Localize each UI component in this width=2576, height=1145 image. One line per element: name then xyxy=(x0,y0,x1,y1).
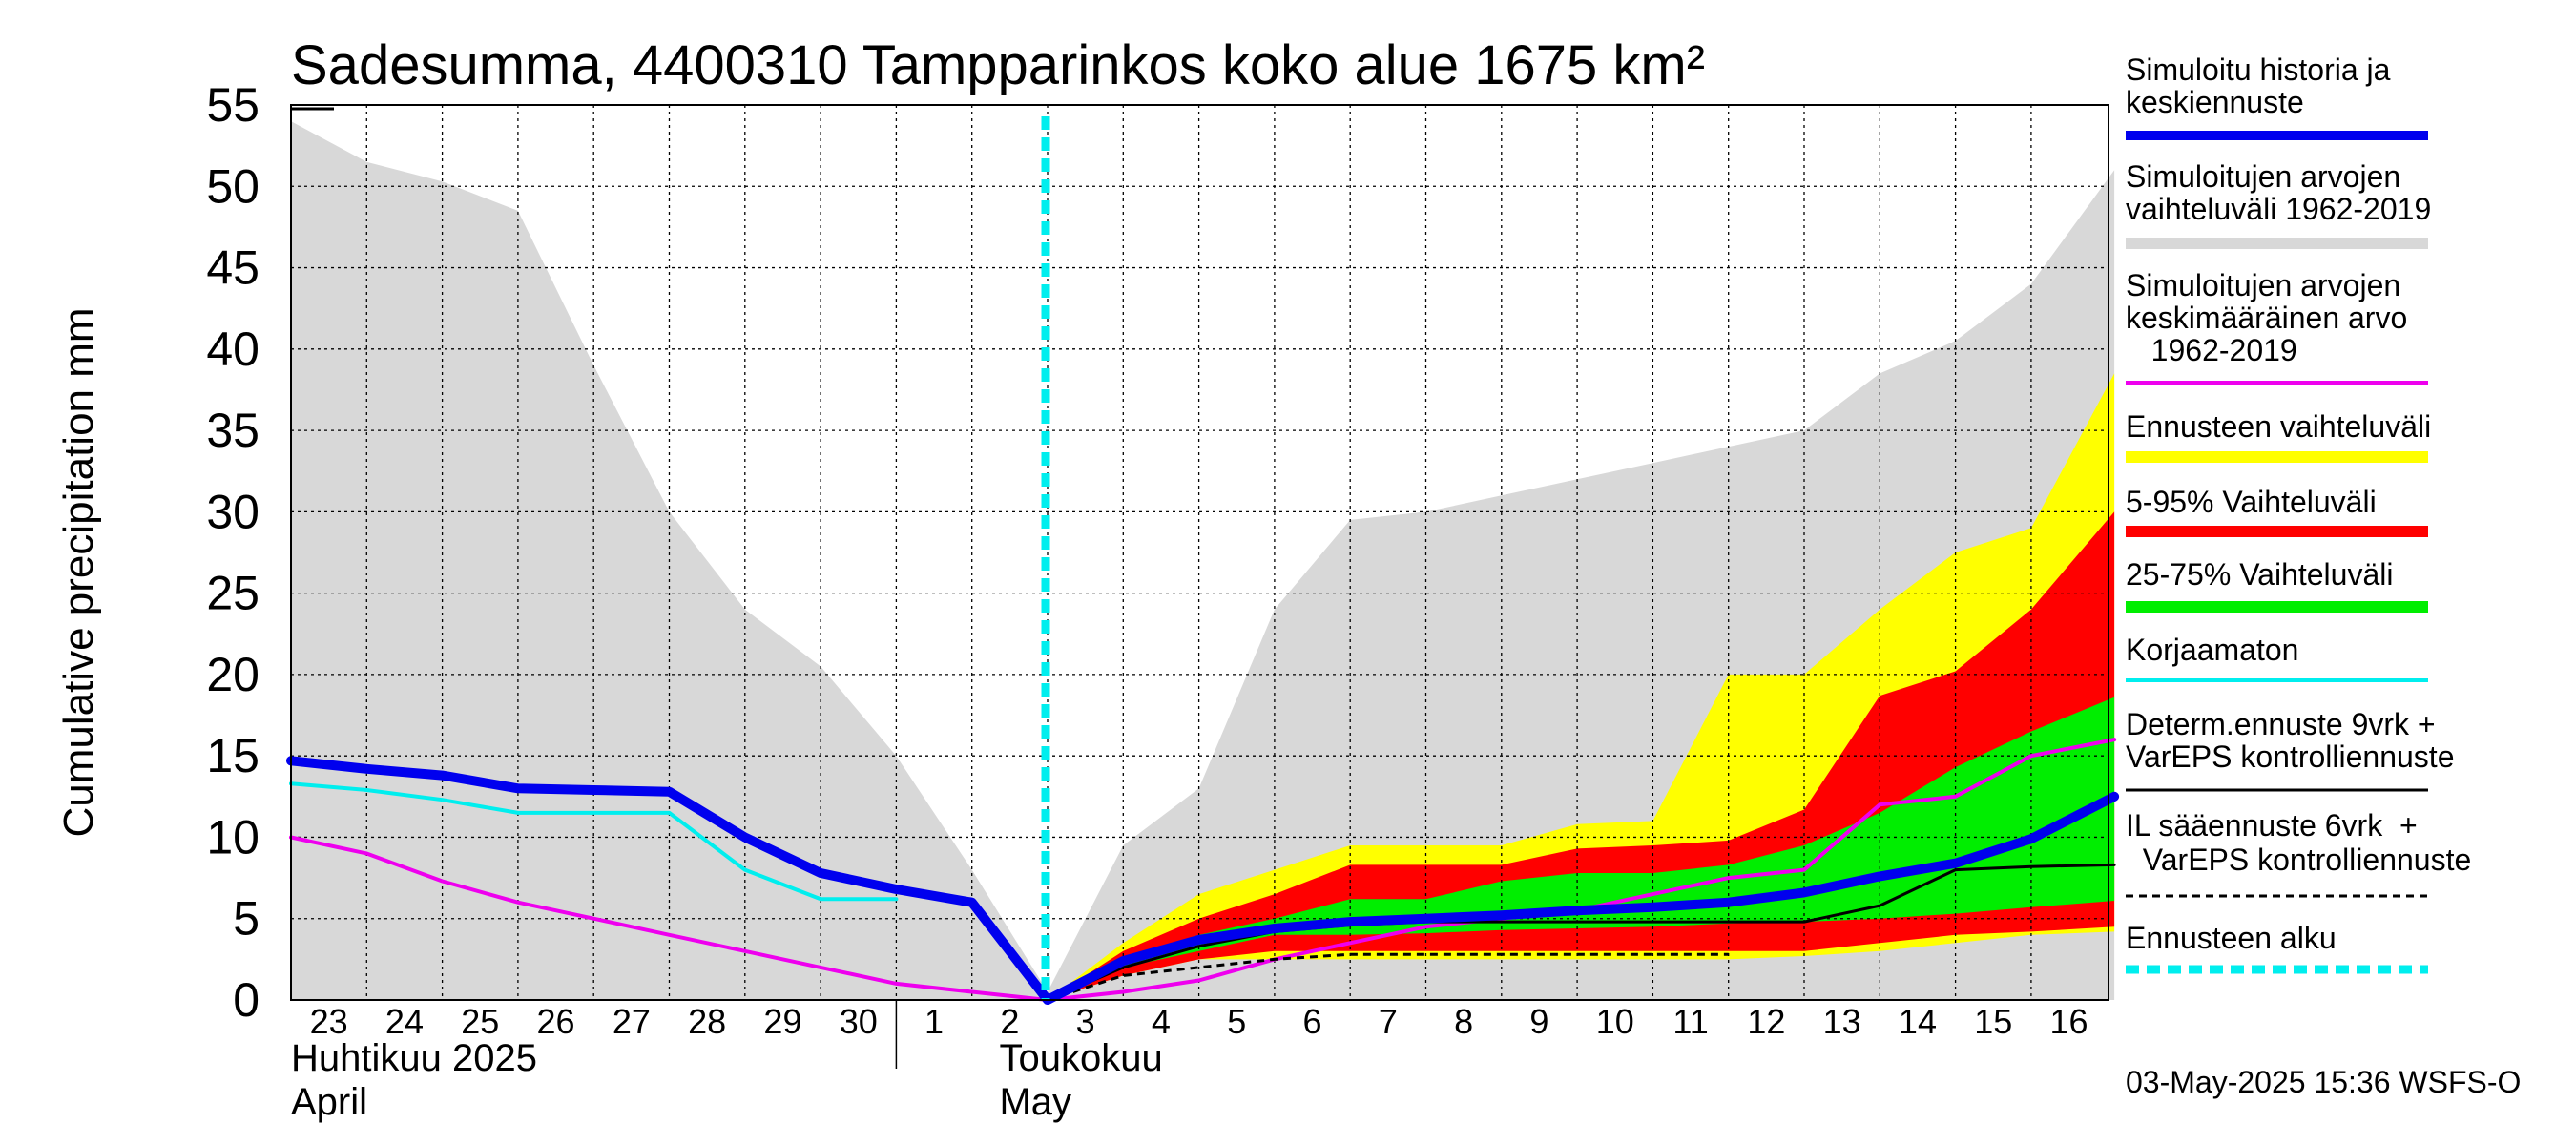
series-line-determ-ennuste-9vrk-vareps-kontrolliennuste xyxy=(1046,863,2116,1002)
x-tick-labels: 23 24 25 26 27 28 29 30 1 2 3 4 5 6 7 8 9 10 11 12 13 14 15 16 xyxy=(310,1000,2088,1069)
x-tick-label: 26 xyxy=(537,1002,575,1041)
y-tick-label: 35 xyxy=(206,404,260,457)
x-tick-label: 8 xyxy=(1454,1002,1473,1041)
legend-label-p5-95: 5-95% Vaihteluväli xyxy=(2126,485,2377,519)
y-tick-label: 55 xyxy=(206,78,260,132)
x-tick-label: 16 xyxy=(2050,1002,2088,1041)
month-label-en: April xyxy=(291,1081,367,1123)
x-tick-label: 27 xyxy=(613,1002,651,1041)
legend-label-sim-range-2: vaihteluväli 1962-2019 xyxy=(2126,192,2431,226)
legend-label-il-2: VarEPS kontrolliennuste xyxy=(2126,843,2471,877)
x-tick-label: 4 xyxy=(1152,1002,1171,1041)
legend-label-p25-75: 25-75% Vaihteluväli xyxy=(2126,557,2393,592)
legend-label-sim-mean-3: 1962-2019 xyxy=(2126,333,2297,367)
y-tick-label: 25 xyxy=(206,567,260,620)
y-tick-label: 20 xyxy=(206,648,260,701)
chart-title: Sadesumma, 4400310 Tampparinkos koko alu… xyxy=(291,34,1705,96)
legend-label-sim-range-1: Simuloitujen arvojen xyxy=(2126,159,2400,194)
x-tick-label: 15 xyxy=(1974,1002,2012,1041)
series-line-simuloitujen-arvojen-keskim-r-inen-arvo-1962-2019 xyxy=(289,738,2117,1002)
x-tick-label: 14 xyxy=(1899,1002,1937,1041)
x-tick-label: 28 xyxy=(688,1002,726,1041)
plot-border xyxy=(290,104,2109,1001)
y-tick-label: 5 xyxy=(233,892,260,946)
x-tick-label: 5 xyxy=(1227,1002,1246,1041)
y-tick-label: 15 xyxy=(206,729,260,782)
y-tick-label: 30 xyxy=(206,485,260,538)
legend-label-sim-mean-2: keskimääräinen arvo xyxy=(2126,301,2407,335)
series-line-korjaamaton xyxy=(289,781,899,902)
x-tick-label: 30 xyxy=(840,1002,878,1041)
legend-label-fc-range: Ennusteen vaihteluväli xyxy=(2126,409,2431,444)
x-tick-label: 25 xyxy=(461,1002,499,1041)
x-tick-label: 6 xyxy=(1303,1002,1322,1041)
band-simuloitujen-arvojen-vaihteluv-li-1962-2019 xyxy=(291,121,2115,1001)
x-tick-label: 12 xyxy=(1747,1002,1785,1041)
legend-label-uncorrected: Korjaamaton xyxy=(2126,633,2298,667)
band-layer xyxy=(291,121,2115,1001)
month-label-fi: Huhtikuu 2025 xyxy=(291,1037,537,1079)
legend-label-determ-2: VarEPS kontrolliennuste xyxy=(2126,739,2454,774)
plot-frame xyxy=(290,104,2109,1001)
month-label-en: May xyxy=(999,1081,1071,1123)
x-tick-label: 23 xyxy=(310,1002,348,1041)
footer-timestamp: 03-May-2025 15:36 WSFS-O xyxy=(2126,1065,2521,1099)
x-tick-label: 2 xyxy=(1000,1002,1019,1041)
y-axis-label: Cumulative precipitation mm xyxy=(55,307,102,837)
series-line-simuloitu-historia-ja-keskiennuste xyxy=(286,756,2120,1005)
x-tick-label: 3 xyxy=(1076,1002,1095,1041)
legend-label-sim-history-1: Simuloitu historia ja xyxy=(2126,52,2391,87)
y-tick-label: 0 xyxy=(233,973,260,1027)
legend-label-determ-1: Determ.ennuste 9vrk + xyxy=(2126,707,2436,741)
x-tick-label: 1 xyxy=(924,1002,944,1041)
grid-layer xyxy=(291,105,2109,1000)
line-layer xyxy=(286,738,2120,1005)
month-label-fi: Toukokuu xyxy=(999,1037,1162,1079)
x-tick-label: 9 xyxy=(1529,1002,1548,1041)
legend-label-sim-mean-1: Simuloitujen arvojen xyxy=(2126,268,2400,302)
x-tick-label: 11 xyxy=(1672,1002,1708,1041)
x-tick-label: 7 xyxy=(1379,1002,1398,1041)
x-tick-label: 29 xyxy=(763,1002,801,1041)
y-tick-label: 45 xyxy=(206,241,260,295)
legend-label-sim-history-2: keskiennuste xyxy=(2126,85,2304,119)
legend: Simuloitu historia ja keskiennuste Simul… xyxy=(2126,52,2471,974)
legend-label-fc-start: Ennusteen alku xyxy=(2126,921,2337,955)
y-tick-labels: 0 5 10 15 20 25 30 35 40 45 50 55 xyxy=(206,78,260,1027)
x-tick-label: 10 xyxy=(1596,1002,1634,1041)
y-tick-label: 50 xyxy=(206,159,260,213)
x-tick-label: 24 xyxy=(385,1002,424,1041)
y-tick-label: 40 xyxy=(206,323,260,376)
legend-label-il-1: IL sääennuste 6vrk + xyxy=(2126,808,2418,843)
x-tick-label: 13 xyxy=(1823,1002,1861,1041)
y-tick-label: 10 xyxy=(206,810,260,864)
